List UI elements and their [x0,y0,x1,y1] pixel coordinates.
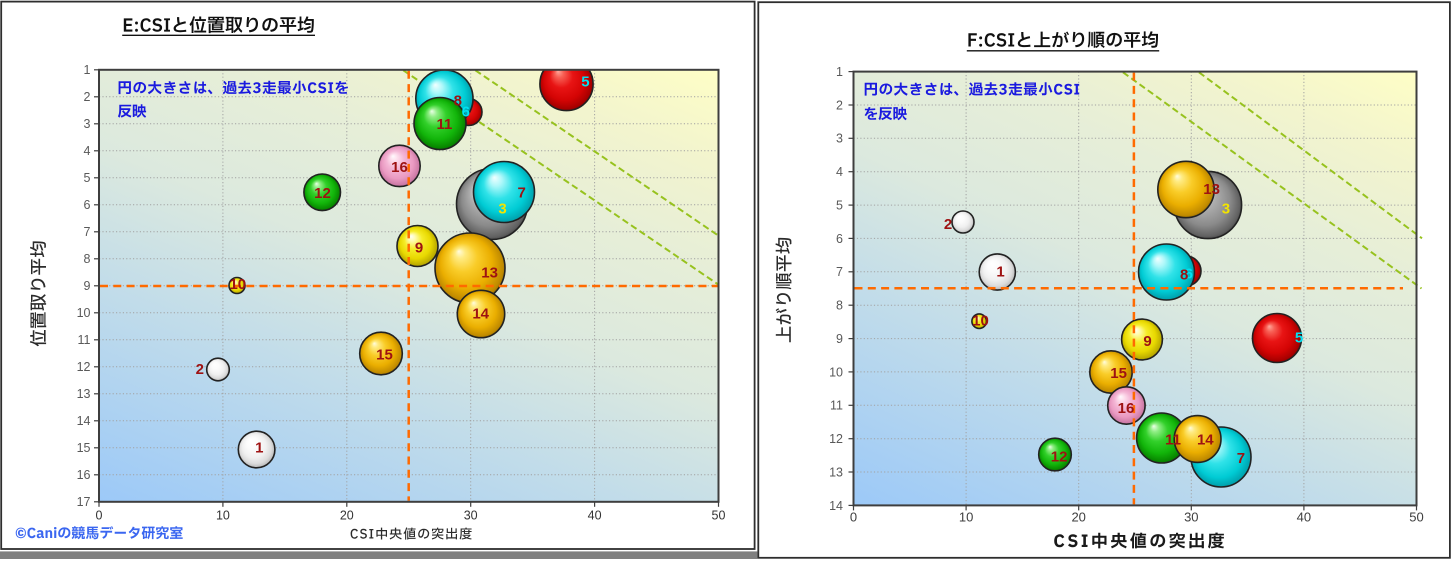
svg-text:8: 8 [1180,266,1188,283]
svg-text:9: 9 [84,279,91,293]
svg-text:3: 3 [836,132,843,146]
svg-text:6: 6 [84,198,91,212]
svg-text:30: 30 [464,509,478,523]
svg-text:10: 10 [216,509,230,523]
svg-text:10: 10 [229,276,246,293]
svg-text:3: 3 [1222,200,1230,217]
svg-text:2: 2 [196,361,204,378]
svg-text:40: 40 [1297,510,1311,525]
svg-text:15: 15 [376,346,393,363]
svg-text:11: 11 [1165,431,1181,448]
svg-text:8: 8 [84,252,91,266]
svg-text:9: 9 [836,332,843,346]
svg-text:6: 6 [1185,266,1193,283]
svg-text:10: 10 [972,312,989,329]
svg-text:7: 7 [836,265,843,279]
svg-text:3: 3 [84,117,91,131]
svg-text:12: 12 [829,432,843,446]
svg-text:1: 1 [255,439,263,456]
svg-text:20: 20 [1071,510,1085,525]
svg-text:6: 6 [462,103,470,120]
svg-text:14: 14 [77,414,91,428]
svg-text:13: 13 [77,387,91,401]
svg-text:12: 12 [1051,448,1068,465]
svg-text:40: 40 [588,509,602,523]
svg-text:17: 17 [77,495,91,509]
svg-text:1: 1 [84,63,91,77]
svg-text:0: 0 [850,510,857,525]
svg-text:10: 10 [959,510,973,525]
svg-text:5: 5 [84,171,91,185]
svg-text:6: 6 [836,232,843,246]
svg-text:16: 16 [391,159,408,176]
svg-text:4: 4 [836,165,843,179]
svg-text:20: 20 [340,509,354,523]
svg-text:14: 14 [1197,431,1214,448]
svg-text:14: 14 [472,305,489,322]
svg-text:50: 50 [712,509,726,523]
svg-text:2: 2 [944,216,952,233]
svg-text:16: 16 [77,468,91,482]
svg-text:2: 2 [836,98,843,112]
svg-text:7: 7 [84,225,91,239]
svg-text:16: 16 [1118,400,1135,417]
svg-text:1: 1 [836,65,843,79]
svg-text:15: 15 [77,441,91,455]
svg-text:5: 5 [1295,329,1303,346]
svg-text:12: 12 [314,185,331,202]
svg-text:0: 0 [96,509,103,523]
svg-text:2: 2 [84,90,91,104]
svg-text:14: 14 [829,499,843,513]
svg-text:10: 10 [829,365,843,379]
svg-text:13: 13 [1203,181,1220,198]
svg-text:15: 15 [1110,365,1127,382]
svg-text:11: 11 [78,333,91,347]
svg-text:3: 3 [498,200,506,217]
svg-text:50: 50 [1409,510,1423,525]
svg-text:7: 7 [1237,450,1245,467]
svg-text:9: 9 [415,239,423,256]
svg-text:9: 9 [1143,333,1151,350]
svg-text:5: 5 [836,199,843,213]
svg-text:4: 4 [84,144,91,158]
svg-text:13: 13 [829,465,843,479]
svg-text:11: 11 [436,116,452,133]
svg-text:1: 1 [996,263,1004,280]
svg-text:5: 5 [581,74,589,91]
svg-text:10: 10 [77,306,91,320]
svg-text:8: 8 [454,93,462,110]
svg-text:7: 7 [518,184,526,201]
svg-text:8: 8 [836,299,843,313]
svg-text:30: 30 [1184,510,1198,525]
svg-text:11: 11 [830,399,843,413]
svg-text:12: 12 [77,360,91,374]
svg-text:13: 13 [481,264,498,281]
